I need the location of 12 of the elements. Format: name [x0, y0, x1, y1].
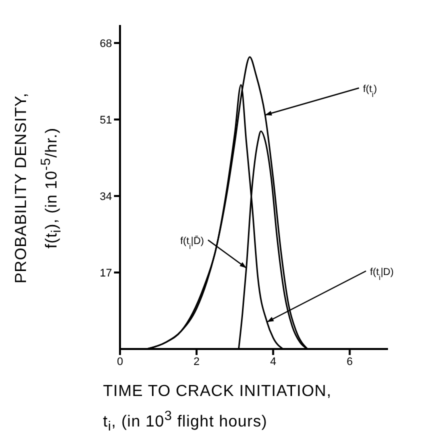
- text: f(t$_{i}$): [363, 84, 377, 98]
- x-tick-label: 6: [346, 356, 353, 368]
- text: f(t$_{i}$|D): [370, 267, 394, 282]
- x-axis-title: TIME TO CRACK INITIATION, t$_{i}$, (in 10$^{3}$ flight hours): [103, 382, 332, 436]
- y-tick-label: 68: [100, 38, 112, 50]
- x-tick-label: 4: [270, 356, 276, 368]
- y-tick-label: 34: [100, 190, 112, 203]
- y-tick-label: 51: [100, 114, 112, 126]
- y-tick-label: 17: [100, 267, 112, 280]
- text: f(t$_{i}$|D̄): [180, 235, 204, 250]
- x-tick-label: 2: [194, 356, 200, 368]
- x-tick-label: 0: [116, 356, 124, 368]
